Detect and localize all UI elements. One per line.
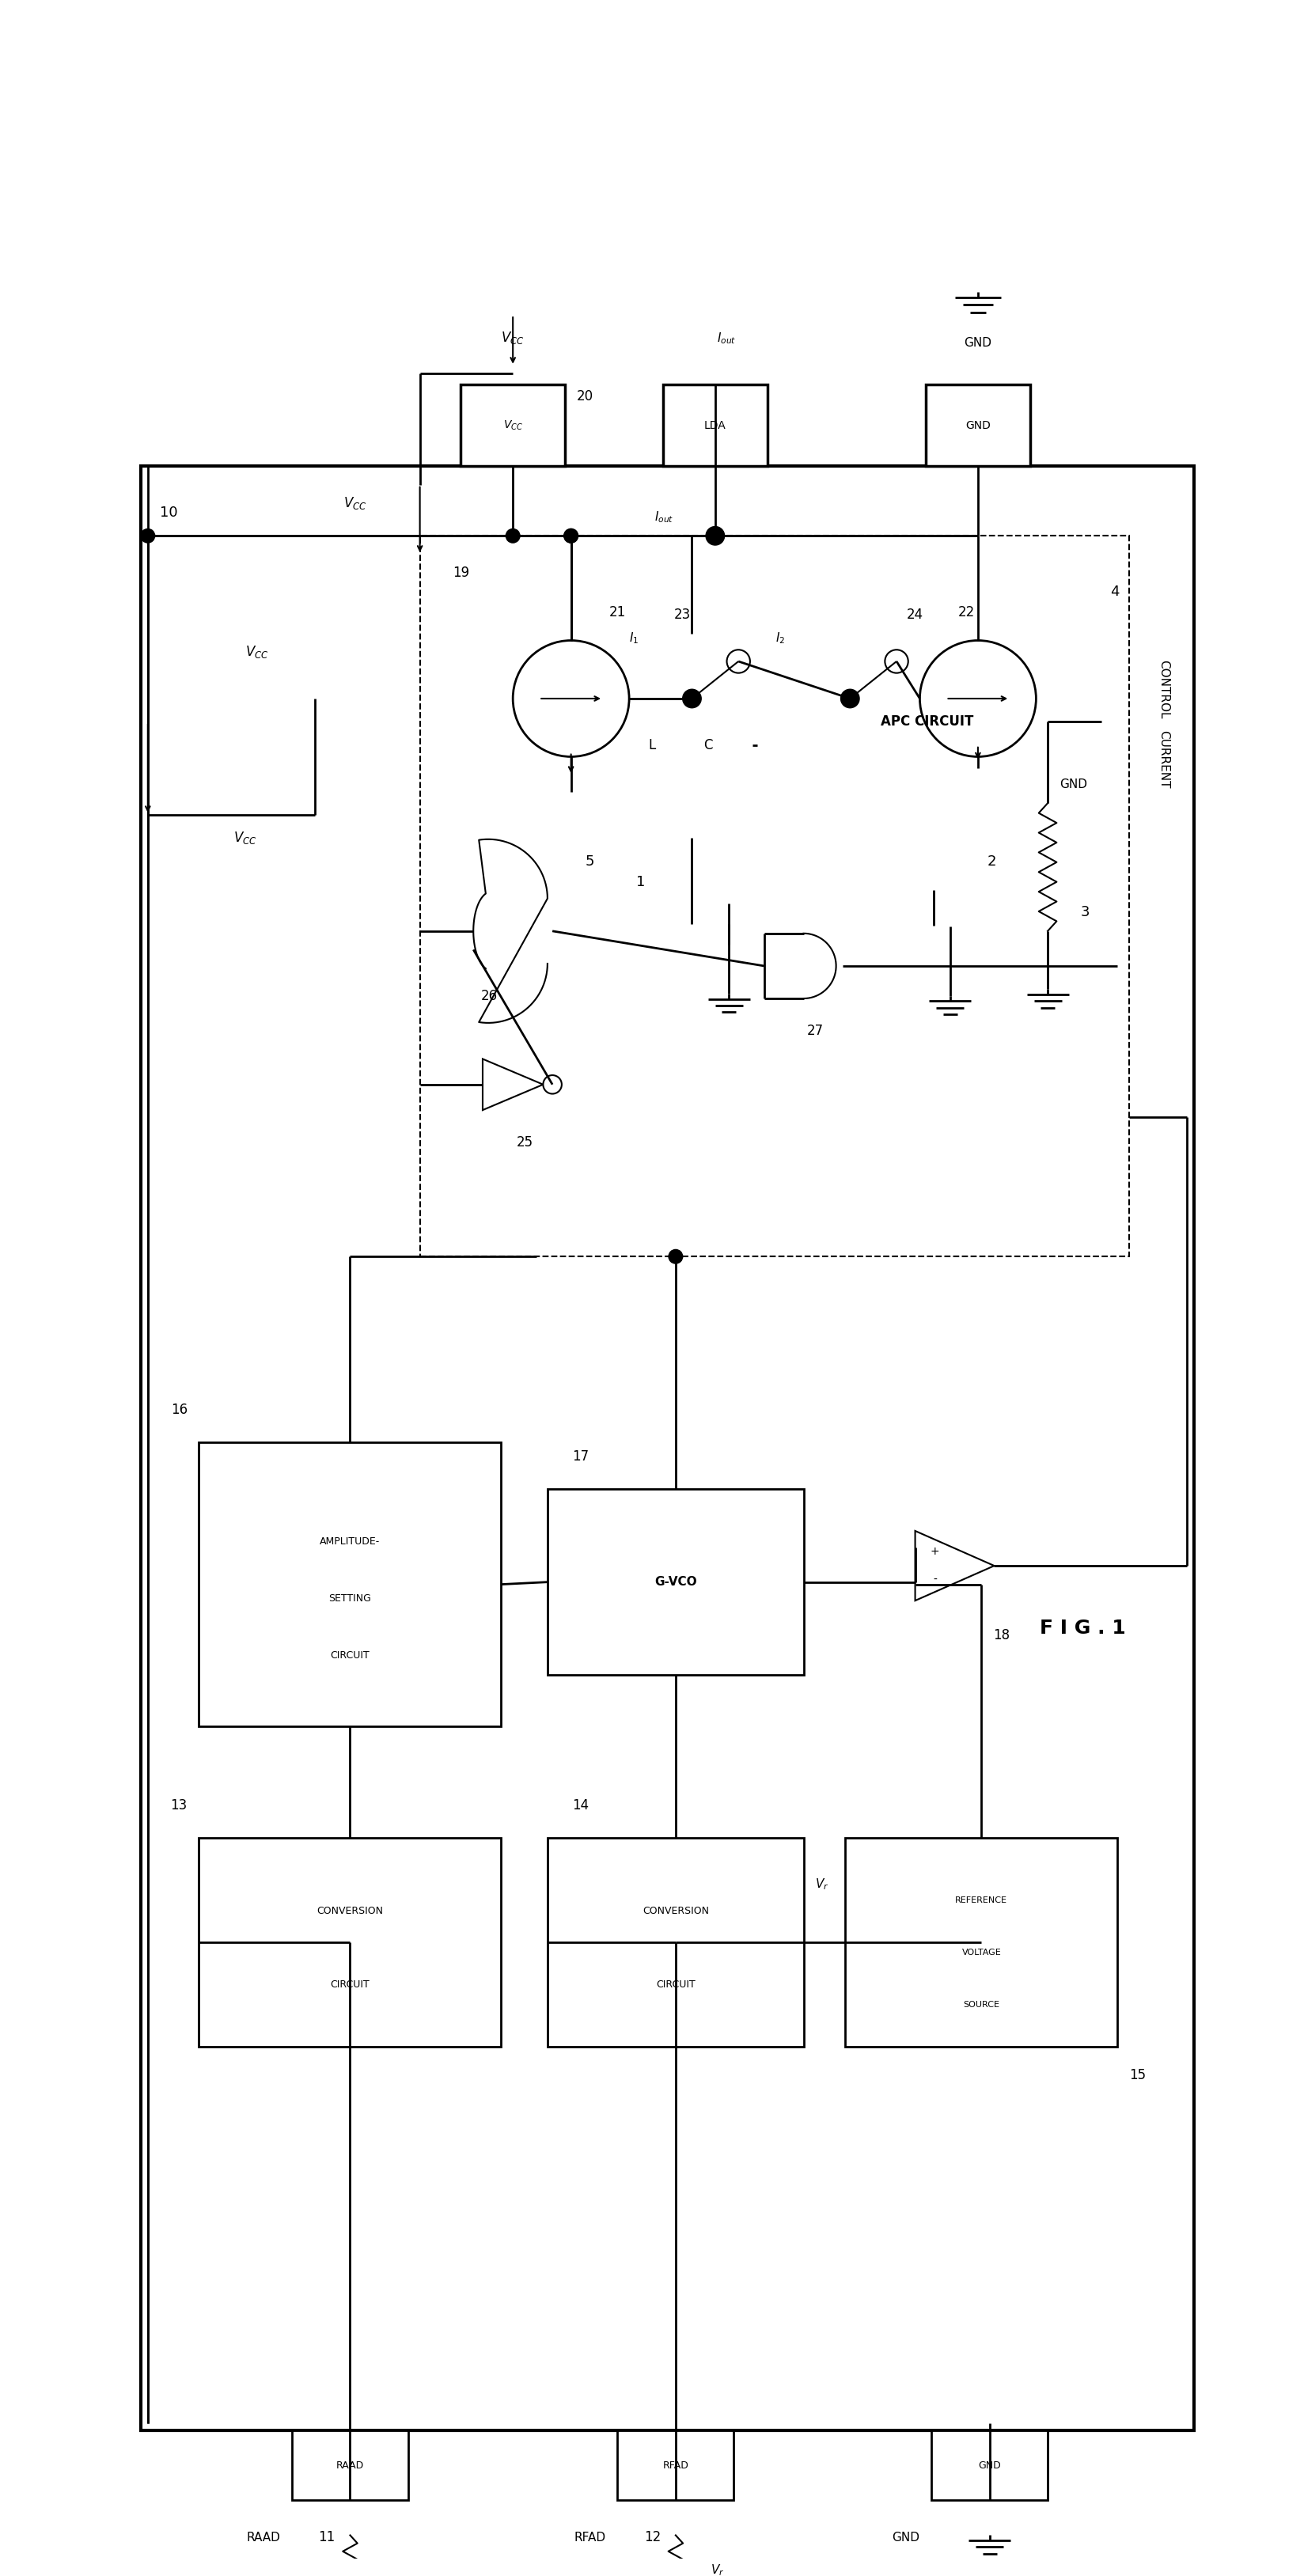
- Bar: [662, 384, 767, 466]
- Text: $I_{out}$: $I_{out}$: [655, 510, 673, 526]
- Polygon shape: [934, 889, 966, 925]
- Text: 22: 22: [957, 605, 974, 621]
- Bar: [613, 652, 756, 837]
- Bar: [548, 1489, 803, 1674]
- Text: APC CIRCUIT: APC CIRCUIT: [880, 714, 973, 729]
- Circle shape: [141, 528, 155, 544]
- Text: $V_{CC}$: $V_{CC}$: [343, 495, 366, 510]
- Text: 25: 25: [516, 1136, 532, 1149]
- Circle shape: [668, 1249, 682, 1262]
- Circle shape: [563, 528, 578, 544]
- Text: GND: GND: [1059, 778, 1086, 791]
- Text: 12: 12: [644, 2530, 660, 2545]
- Text: 24: 24: [906, 608, 923, 621]
- Bar: [925, 384, 1030, 466]
- Text: 17: 17: [571, 1450, 588, 1463]
- Text: RFAD: RFAD: [574, 2532, 605, 2543]
- Text: REFERENCE: REFERENCE: [955, 1896, 1007, 1904]
- Circle shape: [705, 526, 724, 546]
- Text: 5: 5: [584, 855, 593, 868]
- Bar: [548, 1837, 803, 2048]
- Text: GND: GND: [978, 2460, 1000, 2470]
- Text: GND: GND: [964, 337, 991, 348]
- Text: 11: 11: [318, 2530, 335, 2545]
- Polygon shape: [691, 904, 729, 945]
- Text: 20: 20: [576, 389, 593, 404]
- Text: VOLTAGE: VOLTAGE: [961, 1950, 1000, 1958]
- Text: RAAD: RAAD: [336, 2460, 364, 2470]
- Text: CURRENT: CURRENT: [1158, 729, 1170, 788]
- Circle shape: [682, 690, 700, 708]
- Text: 14: 14: [571, 1798, 588, 1814]
- Text: $I_2$: $I_2$: [775, 631, 785, 647]
- Text: L: L: [648, 737, 656, 752]
- Text: GND: GND: [965, 420, 990, 430]
- Text: $I_{out}$: $I_{out}$: [717, 330, 735, 345]
- Bar: [752, 605, 1101, 837]
- Bar: [141, 466, 1193, 2432]
- Text: CONVERSION: CONVERSION: [317, 1906, 383, 1917]
- Text: AMPLITUDE-: AMPLITUDE-: [319, 1538, 379, 1548]
- Text: $V_{CC}$: $V_{CC}$: [233, 829, 257, 845]
- Text: -: -: [932, 1574, 936, 1584]
- Circle shape: [840, 690, 859, 708]
- Text: RAAD: RAAD: [246, 2532, 280, 2543]
- Text: 2: 2: [987, 855, 996, 868]
- Text: SETTING: SETTING: [329, 1595, 372, 1605]
- Text: 19: 19: [452, 567, 469, 580]
- Text: C: C: [703, 737, 712, 752]
- Bar: [931, 2432, 1047, 2501]
- Text: 3: 3: [1080, 904, 1089, 920]
- Bar: [292, 2432, 408, 2501]
- Text: LDA: LDA: [704, 420, 726, 430]
- Text: $V_r$: $V_r$: [815, 1878, 828, 1891]
- Bar: [845, 1837, 1116, 2048]
- Circle shape: [506, 528, 519, 544]
- Text: SOURCE: SOURCE: [962, 2002, 999, 2009]
- Text: F I G . 1: F I G . 1: [1039, 1620, 1125, 1638]
- Text: 10: 10: [159, 505, 177, 520]
- Text: RFAD: RFAD: [662, 2460, 689, 2470]
- Text: CONVERSION: CONVERSION: [642, 1906, 708, 1917]
- Text: 1: 1: [636, 876, 645, 889]
- Text: $I_1$: $I_1$: [629, 631, 638, 647]
- Text: $V_{CC}$: $V_{CC}$: [502, 420, 523, 433]
- Bar: [617, 2432, 733, 2501]
- Text: $V_r$: $V_r$: [711, 2563, 724, 2576]
- Text: CIRCUIT: CIRCUIT: [656, 1978, 695, 1989]
- Text: +: +: [930, 1546, 939, 1558]
- Bar: [420, 536, 1128, 1257]
- Text: 15: 15: [1128, 2069, 1145, 2081]
- Text: 13: 13: [171, 1798, 188, 1814]
- Text: 18: 18: [992, 1628, 1009, 1643]
- Bar: [198, 1837, 501, 2048]
- Circle shape: [563, 528, 578, 544]
- Text: GND: GND: [892, 2532, 919, 2543]
- Text: 21: 21: [609, 605, 626, 621]
- Bar: [460, 384, 565, 466]
- Text: CIRCUIT: CIRCUIT: [330, 1651, 369, 1662]
- Text: 4: 4: [1110, 585, 1119, 598]
- Bar: [198, 1443, 501, 1726]
- Text: CIRCUIT: CIRCUIT: [330, 1978, 369, 1989]
- Text: $V_{CC}$: $V_{CC}$: [245, 644, 269, 659]
- Text: CONTROL: CONTROL: [1158, 659, 1170, 719]
- Text: G-VCO: G-VCO: [655, 1577, 696, 1587]
- Text: 16: 16: [171, 1404, 188, 1417]
- Text: 27: 27: [806, 1023, 823, 1038]
- Text: 23: 23: [674, 608, 691, 621]
- Text: $V_{CC}$: $V_{CC}$: [501, 330, 524, 345]
- Text: 26: 26: [481, 989, 498, 1002]
